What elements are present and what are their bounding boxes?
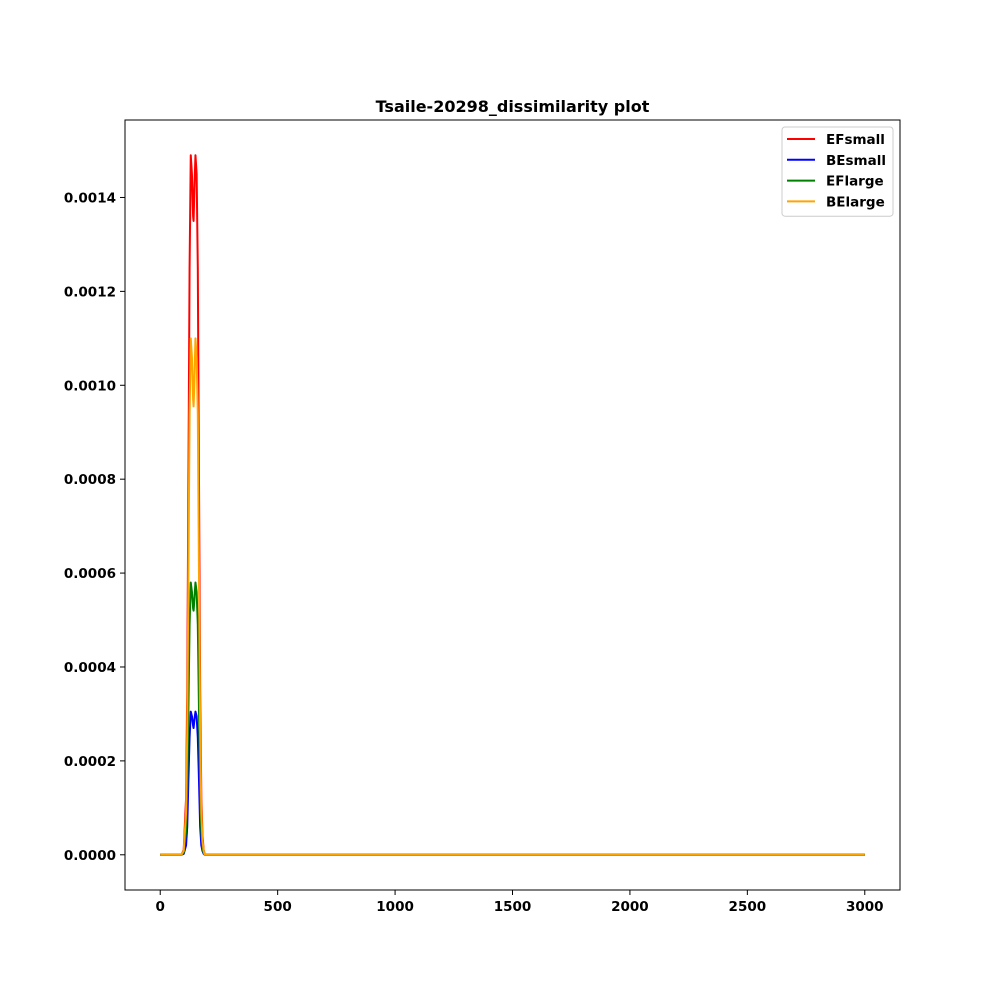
x-tick-label: 1500 (494, 899, 532, 915)
y-tick-label: 0.0008 (64, 472, 116, 488)
legend-box (781, 126, 894, 217)
y-tick-label: 0.0012 (64, 284, 116, 300)
legend-label-eflarge: EFlarge (826, 174, 884, 190)
y-tick-label: 0.0004 (64, 660, 116, 676)
y-tick-label: 0.0014 (64, 190, 116, 206)
y-tick-label: 0.0002 (64, 754, 116, 770)
x-tick-label: 2500 (729, 899, 767, 915)
x-tick-label: 500 (264, 899, 292, 915)
y-tick-label: 0.0006 (64, 566, 116, 582)
y-tick-label: 0.0000 (64, 848, 116, 864)
legend-label-besmall: BEsmall (826, 153, 886, 169)
series-line-belarge (160, 337, 865, 856)
axes: 0 500 1000 1500 2000 2500 3000 0.0000 0.0002 0.00… (64, 119, 901, 915)
legend-label-efsmall: EFsmall (826, 132, 885, 148)
y-tick-label: 0.0010 (64, 378, 116, 394)
x-tick-label: 2000 (611, 899, 649, 915)
legend-label-belarge: BElarge (826, 194, 885, 210)
chart-title: Tsaile-20298_dissimilarity plot (376, 97, 650, 116)
plot-area (160, 154, 865, 856)
legend: EFsmall BEsmall EFlarge BElarge (781, 126, 894, 217)
x-tick-label: 1000 (376, 899, 414, 915)
x-tick-label: 0 (156, 899, 165, 915)
x-tick-label: 3000 (846, 899, 884, 915)
